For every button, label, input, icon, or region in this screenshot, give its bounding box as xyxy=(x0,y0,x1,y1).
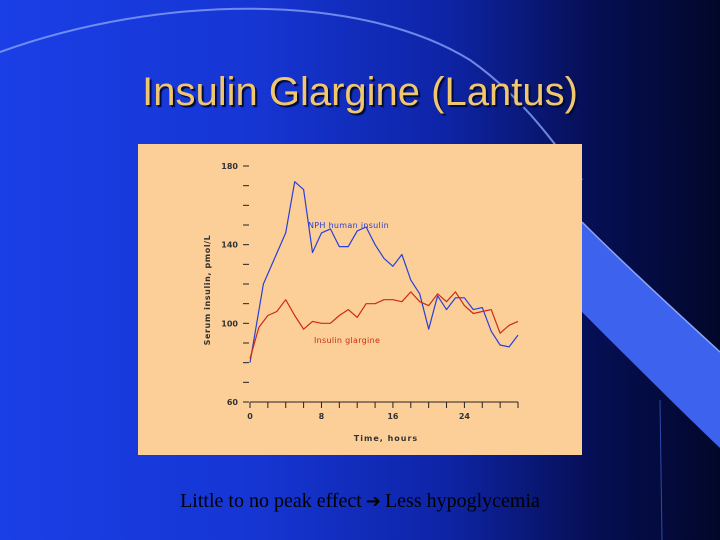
series-line-glargine xyxy=(249,291,519,359)
y-tick-label: 100 xyxy=(221,319,238,328)
caption-left-text: Little to no peak effect xyxy=(180,490,362,512)
y-tick-label: 180 xyxy=(221,162,238,171)
series-line-nph xyxy=(249,181,519,363)
x-axis-label: Time, hours xyxy=(354,434,418,443)
caption-right-text: Less hypoglycemia xyxy=(384,490,540,512)
slide-caption: Little to no peak effect ➔ Less hypoglycem… xyxy=(0,490,720,513)
line-chart: 60 100 140 180 0 8 16 24 Time, hours Serum insuli… xyxy=(203,162,519,443)
x-tick-label: 0 xyxy=(247,412,253,421)
series-label-nph: NPH human insulin xyxy=(308,221,389,230)
series-label-glargine: Insulin glargine xyxy=(314,336,380,345)
right-arrow-icon: ➔ xyxy=(365,491,381,512)
x-tick-label: 16 xyxy=(387,412,399,421)
y-tick-label: 60 xyxy=(227,398,239,407)
x-tick-label: 24 xyxy=(459,412,471,421)
x-tick-label: 8 xyxy=(319,412,325,421)
slide-title: Insulin Glargine (Lantus) xyxy=(142,70,578,114)
y-axis-label: Serum insulin, pmol/L xyxy=(203,235,212,346)
chart-panel: 60 100 140 180 0 8 16 24 Time, hours Serum insuli… xyxy=(138,144,582,455)
y-tick-label: 140 xyxy=(221,241,238,250)
